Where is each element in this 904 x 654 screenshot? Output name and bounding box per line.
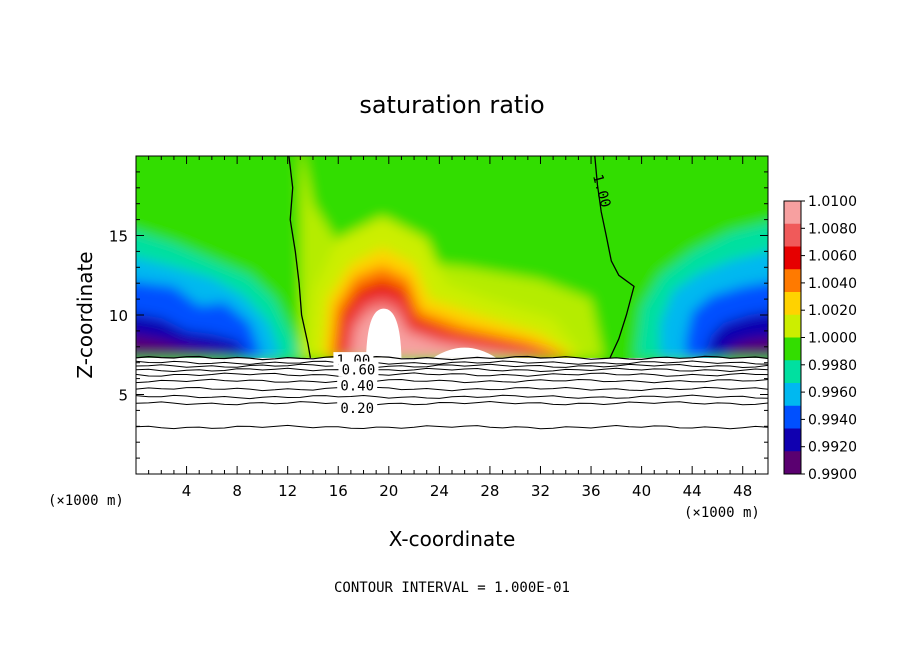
contour-lines — [136, 156, 768, 430]
y-axis: 5 10 15 — [109, 171, 768, 459]
x-unit-left: (×1000 m) — [48, 493, 124, 509]
chart-title: saturation ratio — [359, 91, 544, 119]
contour-line — [136, 367, 768, 373]
field-left-band-4 — [136, 336, 238, 358]
contour-label-bg — [337, 399, 378, 415]
x-tick-label: 24 — [430, 482, 449, 500]
contour-interval-note: CONTOUR INTERVAL = 1.000E-01 — [334, 580, 570, 596]
colorbar-label: 1.0040 — [808, 276, 857, 292]
contour-line — [136, 360, 768, 365]
x-tick-label: 48 — [733, 482, 752, 500]
x-tick-label: 28 — [480, 482, 499, 500]
x-tick-label: 16 — [329, 482, 348, 500]
colorbar-label: 0.9960 — [808, 385, 857, 401]
contour-line — [136, 386, 768, 392]
y-tick-label: 5 — [118, 387, 128, 405]
x-axis-label: X-coordinate — [389, 527, 516, 551]
colorbar-swatch — [784, 314, 801, 338]
colorbar-swatch — [784, 337, 801, 361]
contour-line — [136, 394, 768, 400]
x-tick-label: 12 — [278, 482, 297, 500]
colorbar-swatch — [784, 269, 801, 293]
x-tick-label: 4 — [182, 482, 192, 500]
contour-label-bg — [338, 361, 379, 377]
colorbar-label: 1.0060 — [808, 249, 857, 265]
field-core-cap — [366, 308, 402, 358]
colorbar: 1.0100 1.0080 1.0060 1.0040 1.0020 1.0000 0.99… — [783, 194, 857, 483]
contour-label: 0.20 — [340, 401, 374, 417]
colorbar-swatch — [784, 383, 801, 407]
colorbar-label: 0.9900 — [808, 467, 857, 483]
contour-line — [136, 363, 768, 369]
colorbar-swatch — [784, 360, 801, 384]
contour-label: 0.60 — [342, 363, 376, 379]
x-tick-label: 36 — [581, 482, 600, 500]
saturation-field — [136, 156, 768, 358]
contour-line — [136, 378, 768, 384]
contour-label-bg — [337, 377, 378, 393]
colorbar-label: 0.9980 — [808, 358, 857, 374]
colorbar-label: 0.9940 — [808, 412, 857, 428]
colorbar-label: 1.0080 — [808, 221, 857, 237]
colorbar-swatch — [784, 451, 801, 475]
colorbar-label: 1.0000 — [808, 331, 857, 347]
contour-1-00-line — [594, 156, 635, 359]
y-tick-label: 10 — [109, 307, 128, 325]
contour-line — [136, 372, 768, 377]
contour-line — [136, 355, 768, 361]
colorbar-label: 0.9920 — [808, 440, 857, 456]
contour-line — [136, 424, 768, 430]
x-tick-label: 32 — [531, 482, 550, 500]
colorbar-swatch — [784, 405, 801, 429]
colorbar-swatch — [784, 292, 801, 316]
contour-label: 0.40 — [340, 379, 374, 395]
y-axis-label: Z-coordinate — [73, 251, 97, 378]
x-tick-label: 40 — [632, 482, 651, 500]
colorbar-label: 1.0020 — [808, 303, 857, 319]
x-tick-label: 8 — [232, 482, 242, 500]
colorbar-label: 1.0100 — [808, 194, 857, 210]
x-tick-label: 20 — [379, 482, 398, 500]
field-area: 1.001.000.600.400.20 — [135, 155, 769, 475]
x-tick-label: 44 — [683, 482, 702, 500]
x-axis: 4 8 12 16 20 24 28 32 36 40 44 48 — [148, 156, 756, 500]
colorbar-swatch — [784, 428, 801, 452]
x-unit-right: (×1000 m) — [684, 505, 760, 521]
colorbar-swatch — [784, 201, 801, 225]
below-cloud-base — [136, 357, 768, 358]
contour-1-00-line — [288, 156, 312, 359]
field-right-band-4 — [723, 338, 768, 358]
contour-line — [136, 400, 768, 406]
colorbar-swatch — [784, 223, 801, 247]
y-tick-label: 15 — [109, 228, 128, 246]
colorbar-swatch — [784, 246, 801, 270]
field-core-cap-2 — [433, 347, 497, 358]
contour-labels: 1.001.000.600.400.20 — [333, 173, 613, 417]
